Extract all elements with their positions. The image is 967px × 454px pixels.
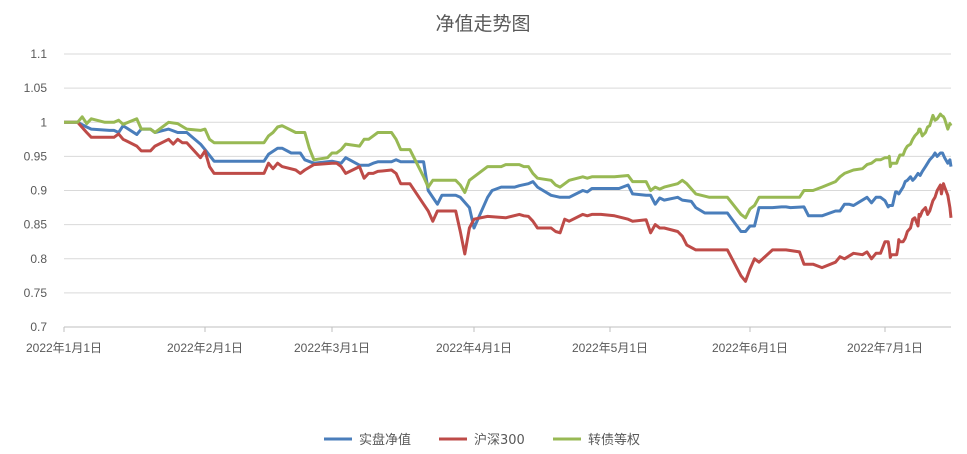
legend-label: 实盘净值 — [359, 432, 411, 448]
y-tick-label: 0.7 — [30, 320, 47, 334]
x-axis-ticks: 2022年1月1日 2022年2月1日 2022年3月1日 2022年4月1日 2022… — [26, 327, 923, 355]
x-tick-label: 2022年5月1日 — [572, 341, 648, 355]
x-tick-label: 2022年4月1日 — [436, 341, 512, 355]
x-tick-label: 2022年3月1日 — [294, 341, 370, 355]
gridlines — [64, 53, 951, 294]
y-tick-label: 0.85 — [24, 218, 48, 232]
y-axis-ticks: 0.7 0.75 0.8 0.85 0.9 0.95 1 1.05 1.1 — [24, 47, 48, 334]
series-line-2 — [64, 120, 953, 283]
legend: 实盘净值 沪深300 转债等权 — [324, 432, 640, 448]
series-line-3 — [64, 112, 953, 220]
y-tick-label: 0.75 — [24, 286, 48, 300]
series-lines — [64, 112, 953, 283]
chart-title: 净值走势图 — [435, 13, 530, 35]
legend-label: 转债等权 — [588, 432, 640, 448]
x-tick-label: 2022年7月1日 — [847, 341, 923, 355]
x-tick-label: 2022年6月1日 — [712, 341, 788, 355]
x-tick-label: 2022年2月1日 — [167, 341, 243, 355]
y-tick-label: 0.8 — [30, 252, 47, 266]
series-line-1 — [64, 120, 953, 233]
y-tick-label: 1.05 — [24, 81, 48, 95]
y-tick-label: 1.1 — [30, 47, 47, 61]
x-tick-label: 2022年1月1日 — [26, 341, 102, 355]
y-tick-label: 0.9 — [30, 184, 47, 198]
y-tick-label: 0.95 — [24, 149, 48, 163]
legend-label: 沪深300 — [474, 432, 525, 448]
y-tick-label: 1 — [40, 115, 47, 129]
